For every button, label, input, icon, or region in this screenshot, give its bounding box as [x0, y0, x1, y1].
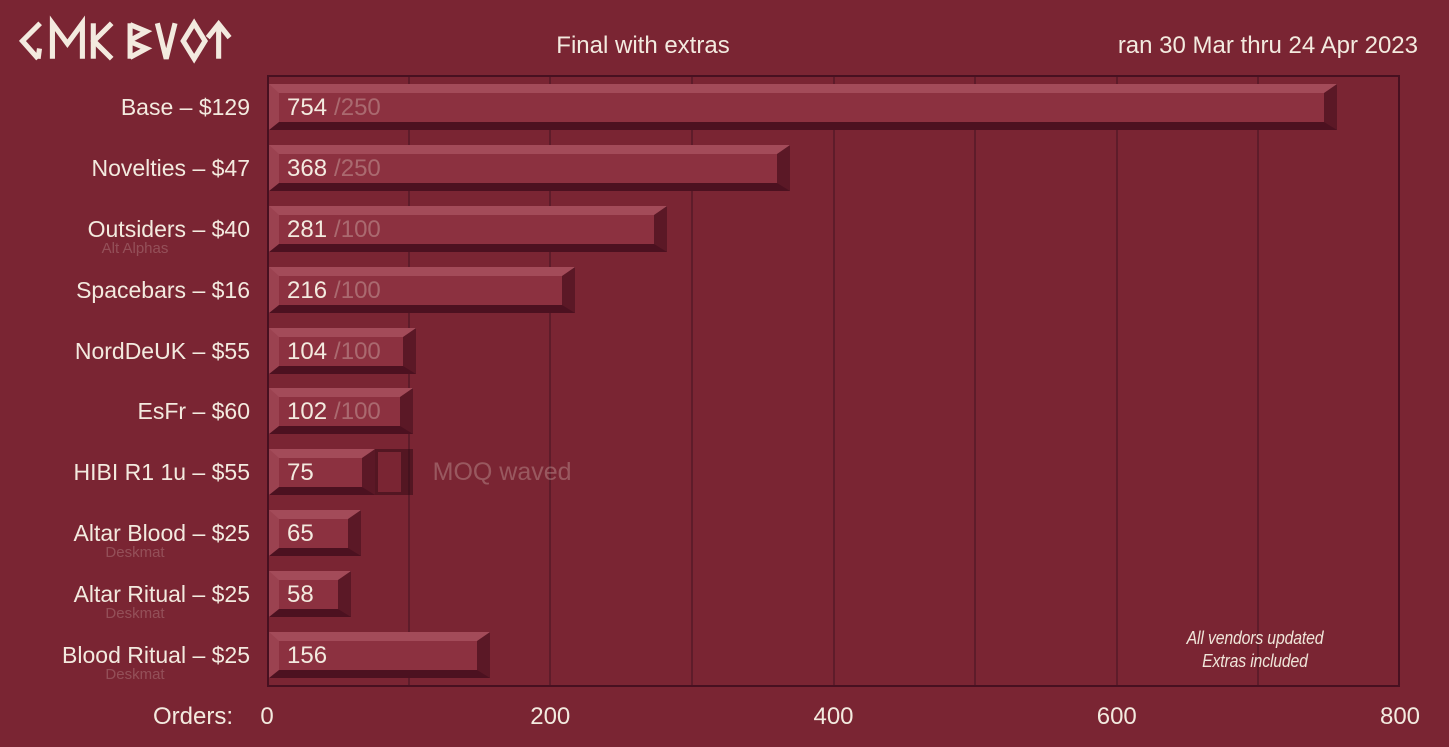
x-axis-label: Orders: — [152, 703, 233, 730]
bar-moq: /100 — [334, 398, 381, 426]
note-line: Extras included — [1202, 651, 1308, 671]
note-line: All vendors updated — [1186, 628, 1324, 648]
bar: 75 — [269, 449, 376, 496]
chart-title: Final with extras — [556, 32, 730, 59]
bar: 216/100 — [269, 266, 575, 313]
bar-value: 754/250 — [287, 94, 381, 122]
notes: All vendors updated Extras included — [1121, 627, 1389, 673]
row-label: Altar Ritual – $25 — [73, 580, 250, 607]
gridline — [974, 77, 977, 685]
moq-waved-annotation: MOQ waved — [432, 458, 572, 487]
gridline — [407, 77, 410, 685]
bar-moq: /100 — [334, 216, 381, 243]
bar: 58 — [269, 570, 352, 617]
bar: 281/100 — [269, 206, 667, 252]
bar-value: 75 — [287, 459, 314, 487]
x-tick-label: 800 — [1379, 703, 1421, 730]
row-sublabel: Deskmat — [105, 544, 165, 561]
bar: 65 — [269, 510, 362, 556]
x-tick-label: 200 — [530, 703, 571, 730]
plot-area: 754/250 368/250 281/100 216/100 104/100 102/1… — [267, 75, 1400, 687]
gridline — [690, 77, 693, 685]
row-label: Novelties – $47 — [91, 155, 250, 182]
row-label: Blood Ritual – $25 — [62, 641, 250, 668]
row-label: Outsiders – $40 — [87, 216, 250, 242]
bar: 156 — [269, 631, 490, 678]
row-sublabel: Alt Alphas — [101, 240, 169, 257]
row-label: Spacebars – $16 — [76, 276, 250, 303]
row-label: Base – $129 — [120, 94, 250, 121]
x-tick-label: 400 — [813, 703, 854, 730]
bar-moq: /250 — [334, 155, 381, 183]
row-label: EsFr – $60 — [137, 398, 251, 425]
bar-value: 156 — [287, 641, 328, 669]
bar-value: 281/100 — [287, 216, 381, 243]
bar: 754/250 — [269, 84, 1337, 131]
gridline — [1115, 77, 1118, 685]
bar-moq: /100 — [334, 337, 381, 365]
x-tick-label: 0 — [260, 703, 274, 730]
bar-ghost-moq — [375, 449, 413, 496]
bar-moq: /250 — [334, 94, 381, 122]
gridline — [832, 77, 835, 685]
row-sublabel: Deskmat — [105, 665, 165, 683]
row-label: Altar Blood – $25 — [73, 520, 250, 546]
bar: 368/250 — [269, 145, 791, 192]
gridline — [1257, 77, 1260, 685]
bar-value: 216/100 — [287, 276, 381, 304]
bar-value: 102/100 — [287, 398, 381, 426]
bar-value: 65 — [287, 520, 314, 547]
bar-value: 58 — [287, 580, 314, 608]
bar-moq: /100 — [334, 276, 381, 304]
bar: 104/100 — [269, 327, 417, 374]
row-label: NordDeUK – $55 — [74, 337, 250, 364]
gridline — [549, 77, 552, 685]
bar-value: 368/250 — [287, 155, 381, 183]
row-sublabel: Deskmat — [105, 604, 165, 622]
bar-value: 104/100 — [287, 337, 381, 365]
gmk-blot-logo — [18, 15, 232, 64]
bar: 102/100 — [269, 388, 414, 435]
date-range: ran 30 Mar thru 24 Apr 2023 — [1117, 32, 1418, 59]
x-tick-label: 600 — [1096, 703, 1137, 730]
row-label: HIBI R1 1u – $55 — [73, 459, 250, 486]
